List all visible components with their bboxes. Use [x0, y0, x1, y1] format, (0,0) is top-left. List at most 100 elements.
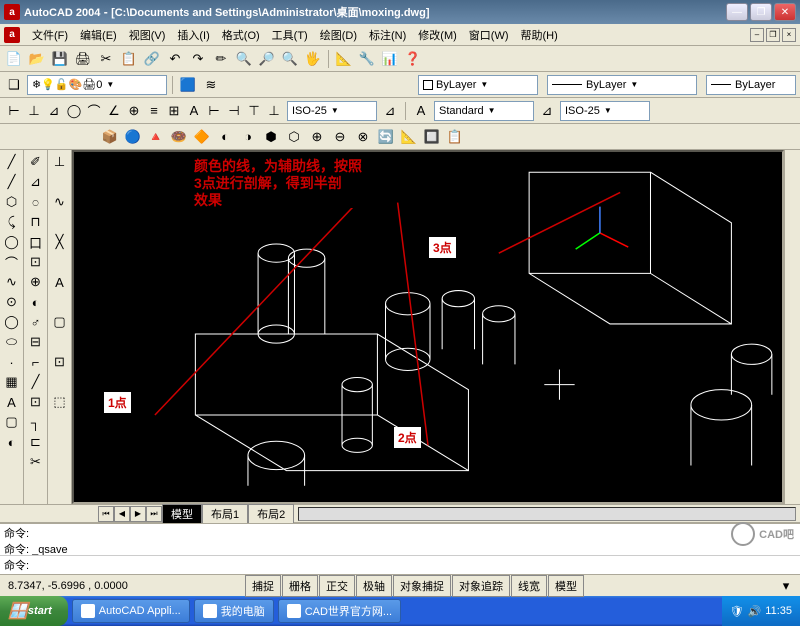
draw-tool[interactable]: ⊓ [25, 212, 47, 232]
menu-item[interactable]: 插入(I) [171, 28, 215, 44]
solids-button[interactable]: 🔲 [422, 127, 442, 147]
menu-item[interactable]: 文件(F) [26, 28, 74, 44]
toolbar-button[interactable]: 💾 [50, 49, 70, 69]
solids-button[interactable]: 🔄 [376, 127, 396, 147]
system-tray[interactable]: 🛡 🔊 11:35 [722, 596, 800, 626]
start-button[interactable]: 🪟 start [0, 596, 68, 626]
layout-tab[interactable]: 模型 [162, 504, 202, 523]
menu-item[interactable]: 窗口(W) [463, 28, 515, 44]
toolbar-button[interactable]: 📋 [119, 49, 139, 69]
solids-button[interactable]: ◑ [238, 127, 258, 147]
toolbar-button[interactable]: 🔎 [257, 49, 277, 69]
toolbar-button[interactable]: ↷ [188, 49, 208, 69]
status-toggle[interactable]: 模型 [548, 575, 584, 597]
draw-tool[interactable]: ∿ [1, 272, 23, 292]
toolbar-button[interactable]: 🔍 [234, 49, 254, 69]
tab-last[interactable]: ⏭ [146, 506, 162, 522]
solids-button[interactable]: ⬢ [261, 127, 281, 147]
draw-tool[interactable]: 口 [25, 232, 47, 252]
doc-restore[interactable]: ❐ [766, 28, 780, 42]
draw-tool[interactable]: · [1, 352, 23, 372]
draw-tool[interactable]: ⊥ [49, 152, 71, 172]
draw-tool[interactable]: ◯ [1, 312, 23, 332]
menu-item[interactable]: 标注(N) [363, 28, 412, 44]
layout-tab[interactable]: 布局1 [202, 504, 248, 523]
draw-tool[interactable]: ⊿ [25, 172, 47, 192]
solids-button[interactable]: ⊕ [307, 127, 327, 147]
textstyle-dropdown[interactable]: Standard▼ [434, 101, 534, 121]
vertical-scrollbar[interactable] [784, 150, 800, 504]
draw-tool[interactable]: ⊡ [25, 392, 47, 412]
draw-tool[interactable]: ♂ [25, 312, 47, 332]
status-toggle[interactable]: 线宽 [511, 575, 547, 597]
solids-button[interactable]: 🔺 [146, 127, 166, 147]
solids-button[interactable]: 📋 [445, 127, 465, 147]
menu-item[interactable]: 绘图(D) [314, 28, 363, 44]
text-style-icon[interactable]: A [411, 101, 431, 121]
dim-button[interactable]: ⊕ [124, 101, 144, 121]
tray-icon[interactable]: 🛡 [730, 605, 744, 618]
maximize-button[interactable]: ❐ [750, 3, 772, 21]
draw-tool[interactable]: ▢ [1, 412, 23, 432]
menu-item[interactable]: 编辑(E) [74, 28, 123, 44]
dim-button[interactable]: ⊣ [224, 101, 244, 121]
draw-tool[interactable]: ✐ [25, 152, 47, 172]
dimstyle-dropdown[interactable]: ISO-25▼ [287, 101, 377, 121]
draw-tool[interactable]: ╱ [1, 172, 23, 192]
horizontal-scrollbar[interactable] [298, 507, 796, 521]
toolbar-button[interactable]: 🔧 [357, 49, 377, 69]
toolbar-button[interactable]: 📂 [27, 49, 47, 69]
dim-button[interactable]: ⌒ [84, 101, 104, 121]
toolbar-button[interactable]: ❓ [403, 49, 423, 69]
solids-button[interactable]: 🔵 [123, 127, 143, 147]
layer-match-icon[interactable]: ≋ [201, 75, 221, 95]
draw-tool[interactable]: ∿ [49, 192, 71, 212]
draw-tool[interactable]: ◐ [25, 292, 47, 312]
color-dropdown[interactable]: ByLayer▼ [418, 75, 538, 95]
dimstyle-icon[interactable]: ⊿ [380, 101, 400, 121]
taskbar-button[interactable]: CAD世界官方网... [278, 599, 401, 623]
menu-item[interactable]: 帮助(H) [515, 28, 564, 44]
layer-tool-icon[interactable]: 🟦 [178, 75, 198, 95]
tab-next[interactable]: ▶ [130, 506, 146, 522]
draw-tool[interactable]: ⬡ [1, 192, 23, 212]
draw-tool[interactable]: ⊕ [25, 272, 47, 292]
toolbar-button[interactable]: 🖨 [73, 49, 93, 69]
dim-button[interactable]: ⊿ [44, 101, 64, 121]
toolbar-button[interactable]: 📄 [4, 49, 24, 69]
drawing-viewport[interactable]: 颜色的线，为辅助线，按照 3点进行剖解，得到半剖 效果 1点 2点 3点 [72, 150, 784, 504]
taskbar-button[interactable]: 我的电脑 [194, 599, 274, 623]
solids-button[interactable]: 🍩 [169, 127, 189, 147]
draw-tool[interactable]: ╳ [49, 232, 71, 252]
layer-manager-icon[interactable]: ❑ [4, 75, 24, 95]
draw-tool[interactable]: ✂ [25, 452, 47, 472]
draw-tool[interactable]: ◐ [1, 432, 23, 452]
doc-minimize[interactable]: – [750, 28, 764, 42]
close-button[interactable]: ✕ [774, 3, 796, 21]
draw-tool[interactable]: ⬭ [1, 332, 23, 352]
solids-button[interactable]: ◐ [215, 127, 235, 147]
taskbar-button[interactable]: AutoCAD Appli... [72, 599, 190, 623]
dim-button[interactable]: ⊤ [244, 101, 264, 121]
solids-button[interactable]: 📦 [100, 127, 120, 147]
toolbar-button[interactable]: 🖐 [303, 49, 323, 69]
toolbar-button[interactable]: 🔍 [280, 49, 300, 69]
draw-tool[interactable] [49, 372, 71, 392]
draw-tool[interactable]: ⊙ [1, 292, 23, 312]
status-toggle[interactable]: 正交 [319, 575, 355, 597]
menu-item[interactable]: 修改(M) [412, 28, 463, 44]
linetype-dropdown[interactable]: ByLayer▼ [547, 75, 697, 95]
draw-tool[interactable] [49, 332, 71, 352]
toolbar-button[interactable]: 🔗 [142, 49, 162, 69]
tab-prev[interactable]: ◀ [114, 506, 130, 522]
solids-button[interactable]: 🔶 [192, 127, 212, 147]
dim-button[interactable]: ⊥ [264, 101, 284, 121]
draw-tool[interactable]: ▦ [1, 372, 23, 392]
solids-button[interactable]: ⊖ [330, 127, 350, 147]
menu-item[interactable]: 视图(V) [123, 28, 172, 44]
toolbar-button[interactable]: ✂ [96, 49, 116, 69]
dim-button[interactable]: ≡ [144, 101, 164, 121]
menu-item[interactable]: 工具(T) [266, 28, 314, 44]
solids-button[interactable]: ⊗ [353, 127, 373, 147]
dim-button[interactable]: ◯ [64, 101, 84, 121]
